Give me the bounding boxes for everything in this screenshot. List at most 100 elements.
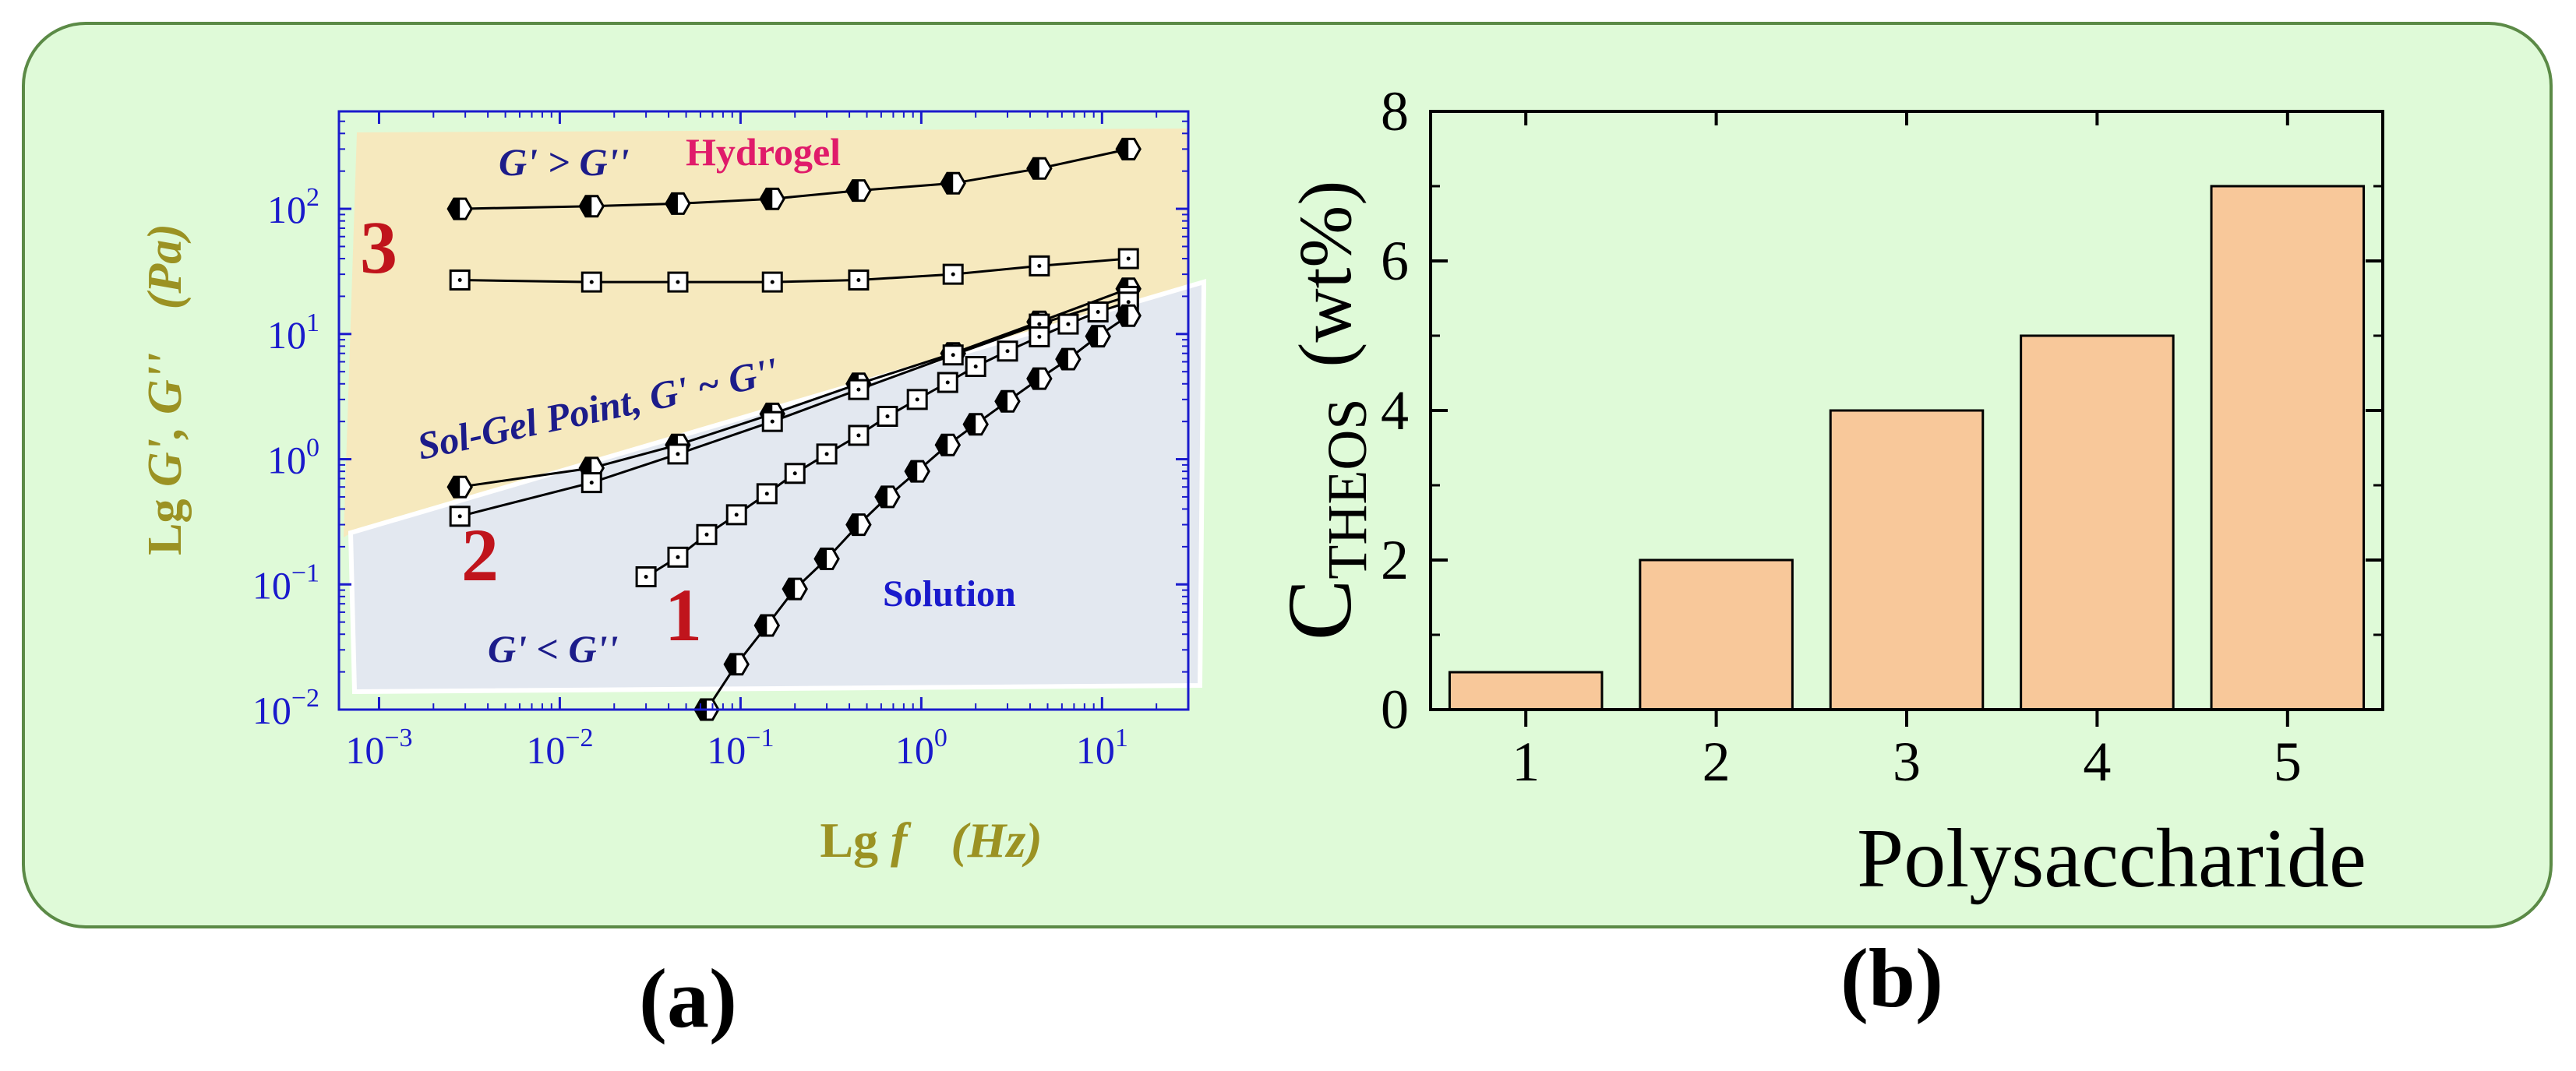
x-tick-label: 101 <box>1076 724 1128 772</box>
data-point-square <box>1029 326 1050 347</box>
data-point-dot <box>856 277 861 282</box>
data-point-hexagon-fill <box>964 414 976 435</box>
x-tick-label: 10−3 <box>345 724 412 772</box>
data-point-dot <box>951 353 955 358</box>
bar-category-label: 2 <box>1703 731 1731 793</box>
series-line <box>460 147 1129 210</box>
data-point-hexagon-fill <box>941 173 954 194</box>
data-point-square <box>1117 248 1139 270</box>
data-point-dot <box>1037 334 1042 339</box>
gel-condition-annotation: G' > G'' <box>499 140 629 184</box>
y-tick-label: 2 <box>1381 529 1409 591</box>
data-point-dot <box>945 380 950 385</box>
data-point-hexagon-fill <box>1086 326 1099 347</box>
data-point-dot <box>589 280 594 284</box>
bar-1 <box>1448 671 1604 711</box>
thoes-bar-chart: 1 2 3 4 5 0 2 4 6 8 Polysaccharide CTHEOS(wt%) <box>1269 80 2384 905</box>
bar-2 <box>1639 558 1794 711</box>
y-tick-label: 10−1 <box>252 558 319 607</box>
data-point-square <box>816 443 838 465</box>
sample-3-label: 3 <box>360 206 397 289</box>
data-point-hexagon-fill <box>846 514 859 535</box>
series-3-g- <box>449 248 1139 293</box>
data-point-square <box>877 405 898 427</box>
sample-2-label: 2 <box>461 513 499 597</box>
data-point-hexagon-fill <box>875 486 887 507</box>
data-point-hexagon-fill <box>665 193 678 214</box>
data-point-dot <box>915 397 919 402</box>
sample-1-label: 1 <box>665 573 702 657</box>
bar-4 <box>2020 334 2175 711</box>
series-line <box>460 257 1129 284</box>
data-point-dot <box>457 277 462 282</box>
y-tick-label: 8 <box>1381 80 1409 143</box>
bar-x-axis-label: Polysaccharide <box>1857 812 2366 905</box>
series-1-g- <box>693 304 1142 721</box>
data-point-dot <box>1037 263 1042 268</box>
data-point-dot <box>951 272 955 277</box>
data-point-hexagon-fill <box>846 180 859 201</box>
panel-b-label: (b) <box>1840 932 1943 1025</box>
data-point-dot <box>704 532 709 537</box>
data-point-hexagon-fill <box>1117 305 1129 326</box>
data-point-dot <box>885 414 890 418</box>
data-point-dot <box>1037 322 1042 326</box>
y-tick-label: 101 <box>267 308 319 357</box>
solution-region-label: Solution <box>883 573 1016 615</box>
x-tick-label: 100 <box>895 724 947 772</box>
data-point-square <box>761 271 783 293</box>
data-point-dot <box>824 452 829 456</box>
data-point-dot <box>589 481 594 485</box>
data-point-dot <box>676 280 680 284</box>
data-point-hexagon-fill <box>783 579 796 600</box>
data-point-hexagon-fill <box>996 391 1008 412</box>
data-point-square <box>1057 313 1079 335</box>
data-point-hexagon-fill <box>936 435 948 456</box>
bar-category-label: 1 <box>1512 731 1540 793</box>
hydrogel-region <box>344 129 1187 537</box>
rheology-plot-frame <box>337 110 1190 711</box>
data-point-hexagon-fill <box>448 477 461 498</box>
data-point-hexagon-fill <box>580 196 592 217</box>
data-point-hexagon-fill <box>1056 349 1068 370</box>
data-point-hexagon-fill <box>760 188 773 210</box>
sol-condition-annotation: G' < G'' <box>488 627 618 671</box>
data-point-hexagon-fill <box>1117 139 1129 160</box>
series-1-g- <box>635 291 1139 588</box>
data-point-hexagon-fill <box>725 654 737 675</box>
data-point-dot <box>1005 349 1010 354</box>
data-point-dot <box>770 280 775 284</box>
series-2-g- <box>449 285 1139 527</box>
bar-category-label: 3 <box>1893 731 1921 793</box>
data-point-dot <box>770 419 775 424</box>
data-point-square <box>942 344 964 366</box>
data-point-hexagon-fill <box>1027 368 1039 389</box>
rheology-y-axis-label: Lg G', G'' (Pa) <box>139 224 192 555</box>
data-point-dot <box>457 514 462 519</box>
data-point-dot <box>1066 322 1071 326</box>
y-tick-label: 6 <box>1381 230 1409 292</box>
bar-category-label: 5 <box>2274 731 2302 793</box>
data-point-dot <box>734 513 739 517</box>
data-point-dot <box>676 452 680 456</box>
data-point-hexagon-fill <box>755 615 768 636</box>
x-tick-label: 10−2 <box>526 724 593 772</box>
y-tick-label: 4 <box>1381 379 1409 442</box>
series-line <box>459 294 1129 518</box>
bar-5 <box>2210 185 2366 711</box>
y-tick-label: 102 <box>267 183 319 231</box>
data-point-hexagon-fill <box>1027 158 1039 179</box>
panel-a-label: (a) <box>639 953 737 1045</box>
data-point-dot <box>1126 256 1131 261</box>
x-tick-label: 10−1 <box>707 724 774 772</box>
data-point-square <box>848 425 870 446</box>
y-tick-label: 10−2 <box>252 684 319 732</box>
data-point-dot <box>1126 300 1131 305</box>
rheology-x-axis-label: Lg f (Hz) <box>820 812 1042 868</box>
series-line <box>459 287 1129 488</box>
data-point-hexagon-fill <box>815 548 827 569</box>
series-3-g- <box>446 137 1142 220</box>
data-point-hexagon-fill <box>905 461 918 482</box>
data-point-dot <box>973 365 978 369</box>
y-tick-label: 0 <box>1381 678 1409 741</box>
